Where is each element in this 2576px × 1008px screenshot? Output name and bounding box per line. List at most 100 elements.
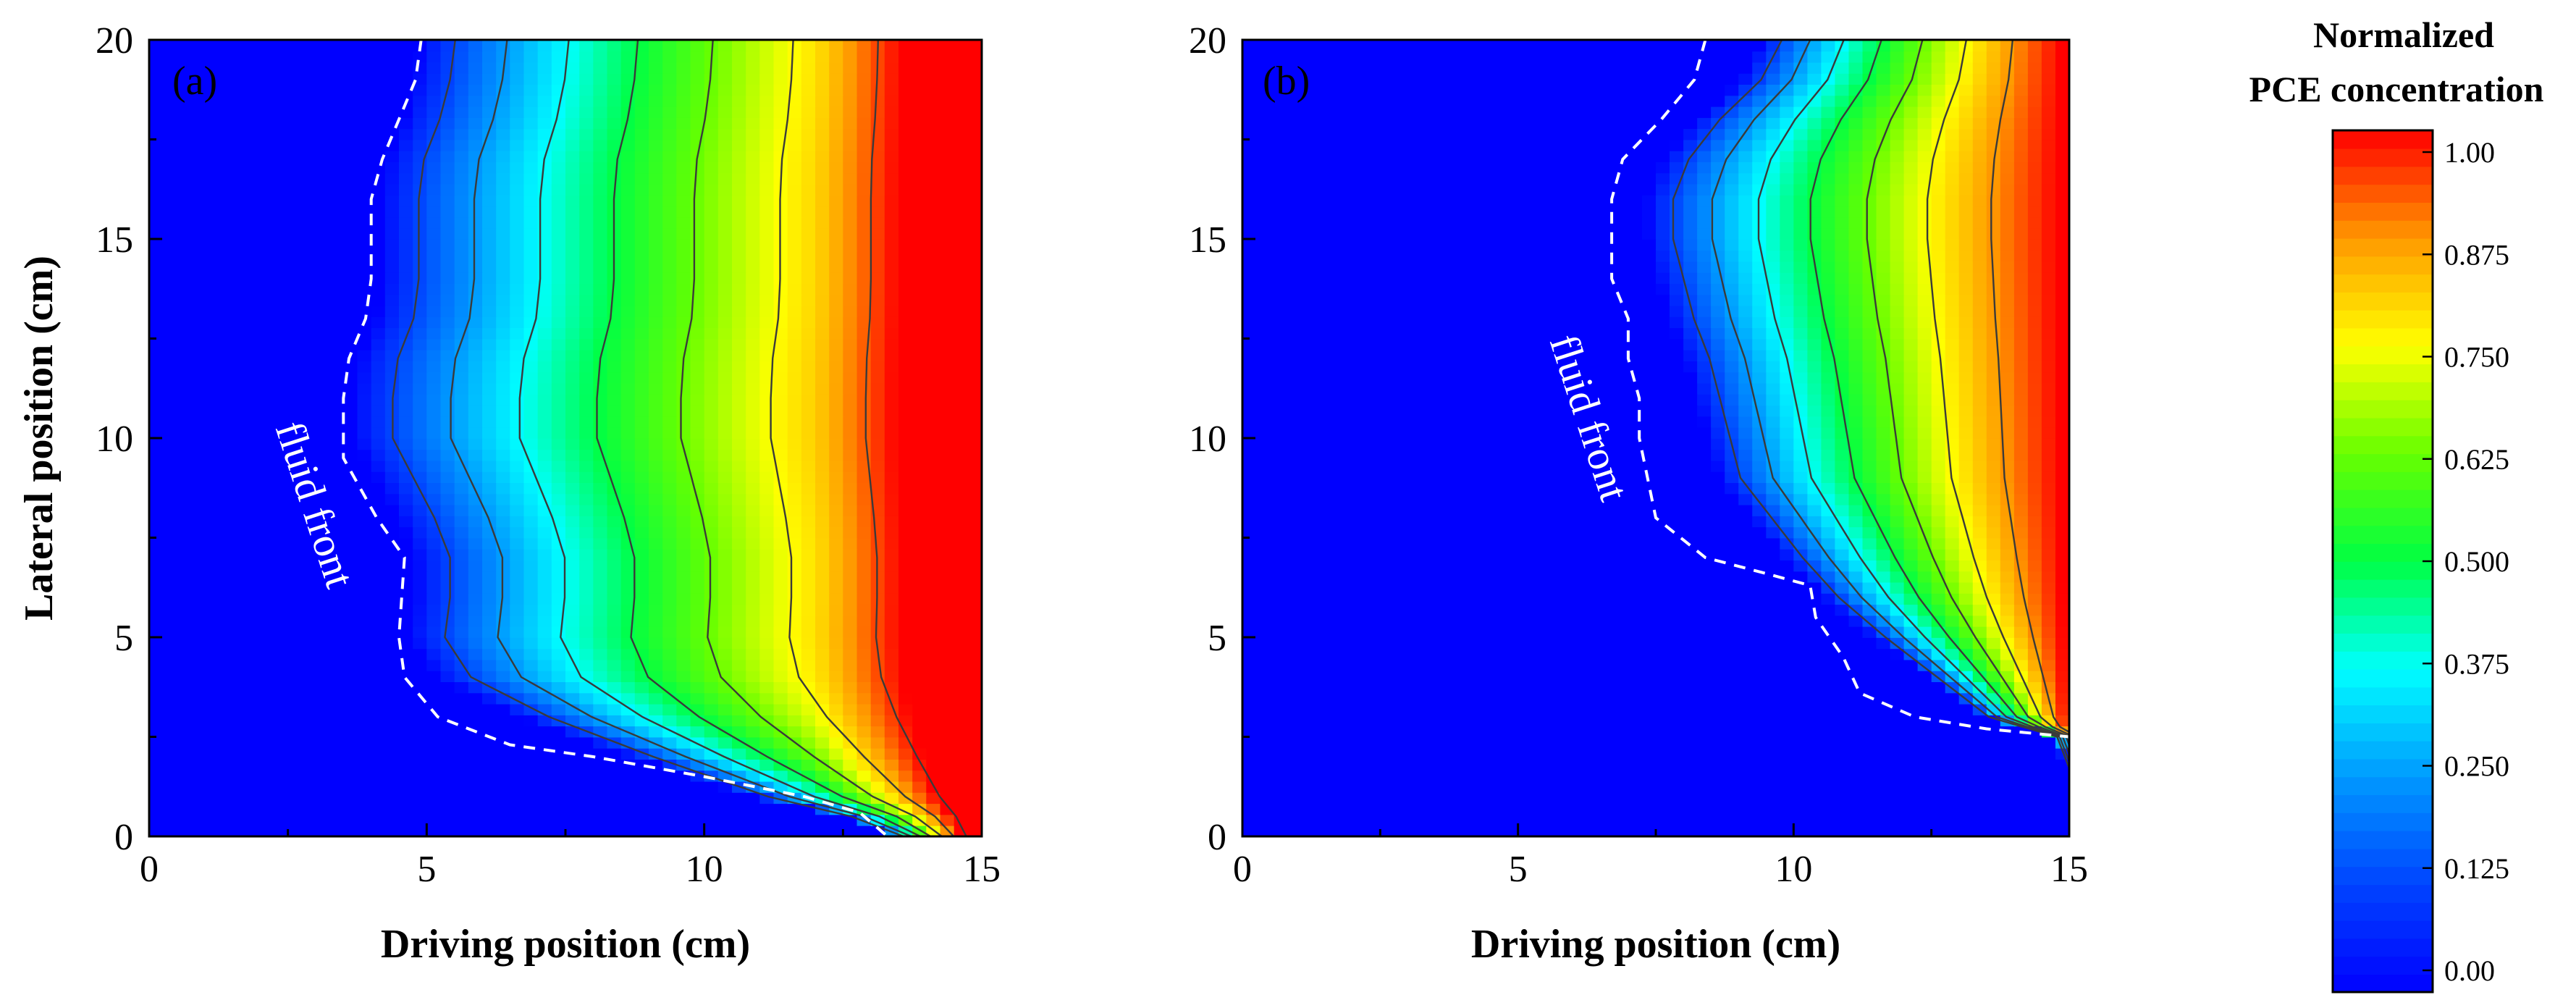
heatmap-cell <box>204 637 219 650</box>
heatmap-cell <box>454 294 469 306</box>
heatmap-cell <box>746 206 761 218</box>
heatmap-cell <box>940 604 955 616</box>
heatmap-cell <box>440 626 455 638</box>
heatmap-cell <box>260 161 275 174</box>
heatmap-cell <box>468 62 483 74</box>
heatmap-cell <box>1903 781 1919 793</box>
heatmap-cell <box>218 194 233 207</box>
heatmap-cell <box>884 427 899 439</box>
heatmap-cell <box>399 571 414 583</box>
heatmap-cell <box>634 493 649 505</box>
heatmap-cell <box>898 781 914 793</box>
heatmap-cell <box>316 581 331 594</box>
heatmap-cell <box>426 736 442 749</box>
heatmap-cell <box>940 172 955 185</box>
heatmap-cell <box>440 825 455 836</box>
heatmap-cell <box>662 460 678 472</box>
heatmap-cell <box>329 438 345 450</box>
heatmap-cell <box>704 493 719 505</box>
heatmap-cell <box>232 493 248 505</box>
heatmap-cell <box>301 438 316 450</box>
heatmap-cell <box>287 438 303 450</box>
heatmap-cell <box>204 471 219 483</box>
heatmap-cell <box>898 692 914 705</box>
heatmap-cell <box>1339 726 1354 738</box>
heatmap-cell <box>163 548 178 560</box>
heatmap-cell <box>316 670 331 682</box>
heatmap-cell <box>357 825 372 836</box>
heatmap-cell <box>593 261 608 273</box>
heatmap-cell <box>746 51 761 63</box>
heatmap-cell <box>1573 747 1588 760</box>
heatmap-cell <box>177 305 192 317</box>
heatmap-cell <box>149 150 164 162</box>
heatmap-cell <box>787 371 802 384</box>
heatmap-cell <box>426 637 442 650</box>
heatmap-cell <box>274 781 289 793</box>
heatmap-cell <box>482 338 497 350</box>
heatmap-cell <box>662 770 678 782</box>
heatmap-cell <box>440 227 455 240</box>
heatmap-cell <box>940 206 955 218</box>
heatmap-cell <box>1876 791 1891 805</box>
heatmap-cell <box>967 604 982 616</box>
heatmap-cell <box>565 703 581 715</box>
heatmap-cell <box>926 305 941 317</box>
heatmap-cell <box>343 537 358 550</box>
heatmap-cell <box>649 194 664 207</box>
heatmap-cell <box>551 294 566 306</box>
heatmap-cell <box>343 637 358 650</box>
heatmap-cell <box>232 217 248 229</box>
heatmap-cell <box>426 72 442 85</box>
heatmap-cell <box>801 604 816 616</box>
heatmap-cell <box>954 604 969 616</box>
heatmap-cell <box>440 338 455 350</box>
heatmap-cell <box>190 371 206 384</box>
heatmap-cell <box>579 504 594 516</box>
heatmap-cell <box>537 294 552 306</box>
heatmap-cell <box>440 239 455 251</box>
heatmap-cell <box>232 272 248 284</box>
heatmap-cell <box>829 194 844 207</box>
heatmap-cell <box>399 670 414 682</box>
heatmap-cell <box>926 592 941 605</box>
heatmap-cell <box>954 40 969 52</box>
heatmap-cell <box>177 316 192 329</box>
heatmap-cell <box>884 84 899 96</box>
heatmap-cell <box>926 349 941 361</box>
heatmap-cell <box>815 283 830 295</box>
heatmap-cell <box>829 581 844 594</box>
heatmap-cell <box>940 747 955 760</box>
heatmap-cell <box>218 736 233 749</box>
heatmap-cell <box>482 128 497 140</box>
heatmap-cell <box>912 239 927 251</box>
heatmap-cell <box>399 316 414 329</box>
heatmap-cell <box>1766 814 1781 826</box>
heatmap-cell <box>510 681 525 694</box>
heatmap-cell <box>163 814 178 826</box>
heatmap-cell <box>274 681 289 694</box>
heatmap-cell <box>1780 781 1795 793</box>
heatmap-cell <box>704 648 719 660</box>
heatmap-cell <box>163 471 178 483</box>
heatmap-cell <box>829 150 844 162</box>
heatmap-cell <box>843 283 858 295</box>
heatmap-cell <box>246 604 261 616</box>
heatmap-cell <box>607 51 622 63</box>
heatmap-cell <box>1531 747 1546 760</box>
heatmap-cell <box>246 393 261 406</box>
heatmap-cell <box>426 648 442 660</box>
heatmap-cell <box>287 427 303 439</box>
heatmap-cell <box>482 548 497 560</box>
heatmap-cell <box>260 714 275 727</box>
heatmap-cell <box>607 791 622 805</box>
heatmap-cell <box>884 759 899 771</box>
heatmap-cell <box>329 261 345 273</box>
heatmap-cell <box>1586 803 1601 815</box>
heatmap-cell <box>1697 803 1712 815</box>
heatmap-cell <box>649 172 664 185</box>
heatmap-cell <box>287 128 303 140</box>
heatmap-cell <box>870 581 885 594</box>
heatmap-cell <box>704 40 719 52</box>
